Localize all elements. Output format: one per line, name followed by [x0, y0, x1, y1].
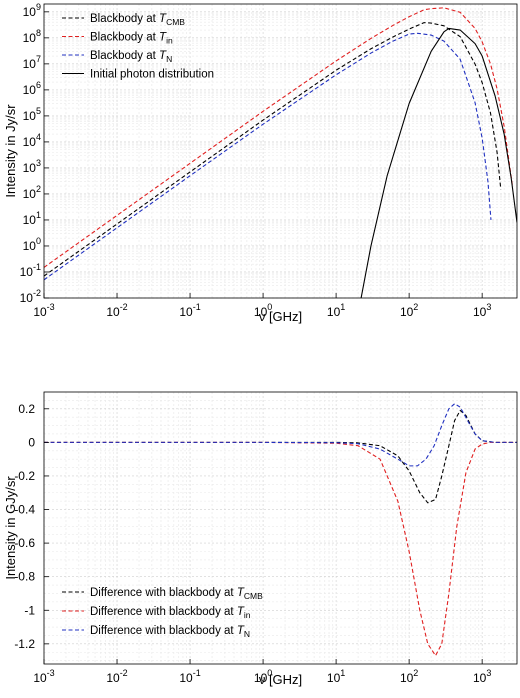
y-tick-label: 100	[23, 236, 41, 253]
y-tick-label: 107	[23, 54, 41, 71]
x-tick-label: 100	[254, 302, 272, 319]
legend-label-0: Difference with blackbody at TCMB	[90, 587, 263, 601]
y-tick-label: 105	[23, 106, 41, 123]
y-tick-label: -1.2	[14, 637, 35, 651]
series-line-0	[44, 22, 502, 277]
x-tick-label: 101	[327, 302, 345, 319]
legend-label-1: Difference with blackbody at Tin	[90, 606, 251, 620]
x-tick-label: 10-3	[33, 302, 54, 319]
legend-label-2: Difference with blackbody at TN	[90, 625, 250, 639]
y-tick-label: 0	[28, 435, 35, 449]
x-tick-label: 10-2	[106, 668, 127, 685]
y-axis-label: Intensity in Jy/sr	[3, 104, 18, 198]
x-tick-label: 10-2	[106, 302, 127, 319]
x-tick-label: 103	[473, 668, 491, 685]
y-tick-label: 0.2	[18, 402, 35, 416]
x-tick-label: 102	[400, 668, 418, 685]
x-tick-label: 10-1	[179, 668, 200, 685]
series-line-2	[44, 32, 492, 281]
y-tick-label: 102	[23, 184, 41, 201]
legend: Blackbody at TCMB Blackbody at Tin Blackbo…	[62, 13, 214, 81]
x-tick-label: 102	[400, 302, 418, 319]
y-tick-label: -0.8	[14, 570, 35, 584]
x-tick-label: 10-1	[179, 302, 200, 319]
x-tick-label: 103	[473, 302, 491, 319]
bottom-panel-difference: 10-3 10-2 10-1 100 101 102 103 0.2 0 -0.2 -0.4 -0.6…	[3, 391, 518, 687]
series-line-1	[44, 7, 514, 268]
grid	[43, 3, 518, 299]
y-tick-label: 101	[23, 210, 41, 227]
y-tick-label: 10-1	[20, 262, 41, 279]
series-line-1	[44, 441, 517, 657]
y-tick-label: 106	[23, 80, 41, 97]
y-tick-label: -1	[24, 603, 35, 617]
legend-label-1: Blackbody at Tin	[90, 32, 173, 46]
series-group	[44, 7, 517, 298]
y-tick-label: -0.4	[14, 503, 35, 517]
series-line-0	[44, 409, 517, 504]
legend-label-0: Blackbody at TCMB	[90, 13, 185, 27]
y-tick-label: -0.2	[14, 469, 35, 483]
x-tick-label: 101	[327, 668, 345, 685]
y-tick-label: 104	[23, 132, 41, 149]
x-axis-label: ν [GHz]	[259, 309, 302, 324]
legend: Difference with blackbody at TCMB Differe…	[62, 587, 263, 639]
top-panel-log-intensity: 10-3 10-2 10-1 100 101 102 10310-210-110010110…	[3, 2, 518, 324]
y-tick-label: 103	[23, 158, 41, 175]
plot-frame	[43, 3, 518, 299]
legend-label-2: Blackbody at TN	[90, 50, 172, 64]
legend-label-3: Initial photon distribution	[90, 69, 214, 81]
series-line-3	[360, 27, 517, 298]
x-tick-label: 10-3	[33, 668, 54, 685]
series-line-2	[44, 403, 517, 467]
y-axis-label: Intensity in GJy/sr	[3, 476, 18, 580]
y-tick-label: 10-2	[20, 288, 41, 305]
y-tick-label: 108	[23, 28, 41, 45]
grid	[43, 391, 518, 664]
plot-frame	[43, 391, 518, 665]
x-tick-label: 100	[254, 668, 272, 685]
y-tick-label: 109	[23, 2, 41, 19]
y-tick-label: -0.6	[14, 536, 35, 550]
x-axis-label: ν [GHz]	[259, 672, 302, 687]
series-group	[44, 403, 517, 657]
